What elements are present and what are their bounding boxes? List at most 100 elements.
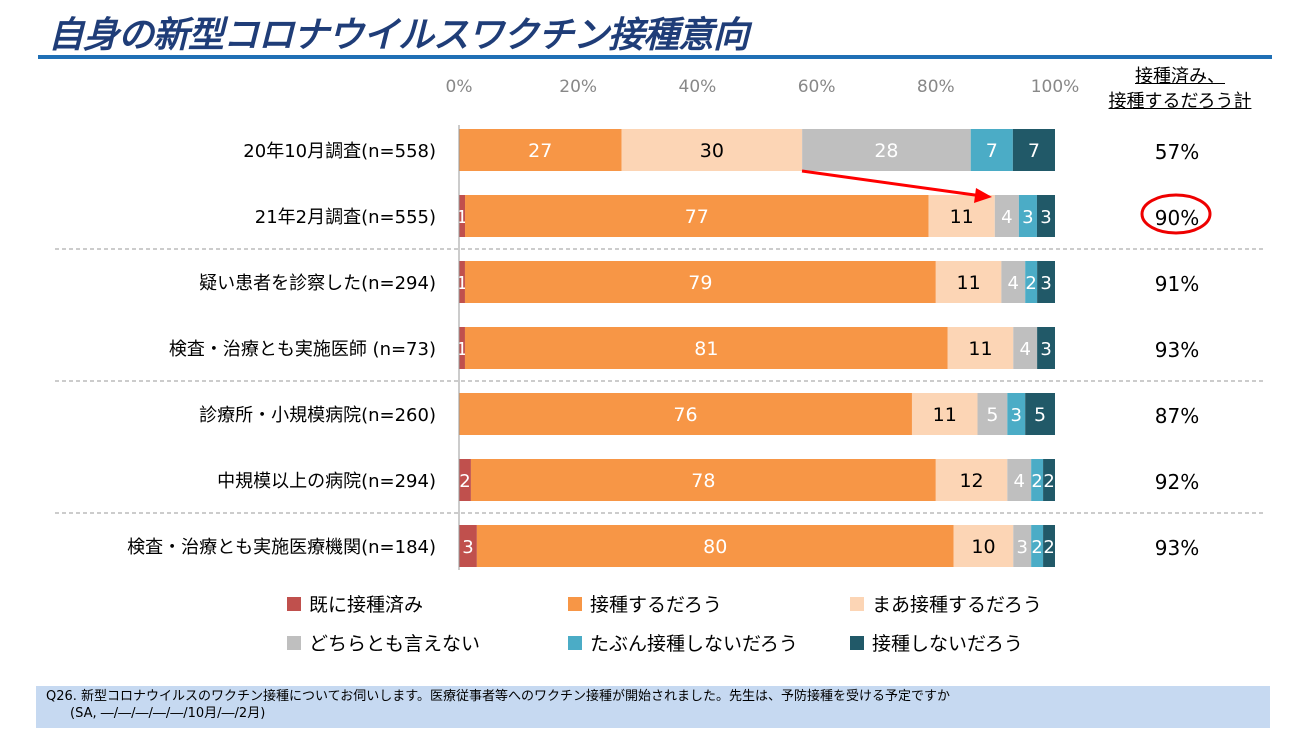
bar-segment <box>459 393 912 435</box>
total-value: 92% <box>1155 470 1199 494</box>
data-label: 2 <box>1043 537 1054 558</box>
x-tick-label: 0% <box>446 77 473 97</box>
total-value: 91% <box>1155 272 1199 296</box>
total-value: 93% <box>1155 338 1199 362</box>
bar-segment <box>1037 261 1055 303</box>
legend-swatch <box>568 636 582 650</box>
bar-segment <box>1018 195 1037 237</box>
data-label: 5 <box>1034 404 1046 426</box>
category-label: 診療所・小規模病院(n=260) <box>199 405 436 426</box>
bar-segment <box>465 195 929 237</box>
data-label: 80 <box>703 536 727 558</box>
data-label: 28 <box>874 140 898 162</box>
data-label: 3 <box>1040 207 1051 228</box>
data-label: 3 <box>1011 405 1022 426</box>
bar-segment <box>1007 393 1026 435</box>
data-label: 2 <box>1025 273 1036 294</box>
bar-segment <box>1043 459 1055 501</box>
bar-segment <box>928 195 995 237</box>
legend-label: 接種するだろう <box>590 594 722 616</box>
total-value: 90% <box>1155 206 1199 230</box>
bar-segment <box>459 261 465 303</box>
x-tick-label: 80% <box>917 77 955 97</box>
footer-line2: (SA, ―/―/―/―/―/10月/―/2月) <box>70 706 266 721</box>
legend-label: どちらとも言えない <box>309 633 480 655</box>
total-header-line2: 接種するだろう計 <box>1108 91 1252 112</box>
data-label: 7 <box>1028 140 1040 162</box>
bar-segment <box>953 525 1014 567</box>
data-label: 3 <box>462 537 473 558</box>
title-rule <box>38 55 1272 59</box>
bar-segment <box>977 393 1008 435</box>
category-label: 21年2月調査(n=555) <box>255 207 436 228</box>
bar-segment <box>464 327 948 369</box>
bar-segment <box>621 129 803 171</box>
legend-label: 既に接種済み <box>309 594 423 616</box>
bar-segment <box>1007 459 1032 501</box>
bar-segment <box>970 129 1013 171</box>
category-label: 20年10月調査(n=558) <box>243 141 436 162</box>
total-value: 57% <box>1155 140 1199 164</box>
x-tick-label: 100% <box>1031 77 1080 97</box>
bar-segment <box>802 129 971 171</box>
data-label: 2 <box>1031 471 1042 492</box>
bar-segment <box>470 459 936 501</box>
bar-segment <box>1037 327 1055 369</box>
bar-segment <box>459 129 622 171</box>
data-label: 3 <box>1016 537 1027 558</box>
bar-segment <box>459 525 477 567</box>
legend-label: 接種しないだろう <box>872 633 1023 655</box>
data-label: 27 <box>528 140 552 162</box>
total-header-line1: 接種済み、 <box>1135 66 1225 87</box>
bar-segment <box>935 261 1002 303</box>
highlight-circle <box>1140 193 1212 235</box>
total-value: 93% <box>1155 536 1199 560</box>
data-label: 79 <box>688 272 712 294</box>
bar-segment <box>947 327 1014 369</box>
x-tick-label: 40% <box>679 77 717 97</box>
data-label: 2 <box>1031 537 1042 558</box>
data-label: 3 <box>1040 339 1051 360</box>
data-label: 2 <box>459 471 470 492</box>
legend-label: まあ接種するだろう <box>872 594 1042 616</box>
data-label: 1 <box>456 273 467 294</box>
legend-swatch <box>568 597 582 611</box>
bar-segment <box>476 525 954 567</box>
category-label: 中規模以上の病院(n=294) <box>217 471 436 492</box>
data-label: 4 <box>1008 273 1019 294</box>
footer-line1: Q26. 新型コロナウイルスのワクチン接種についてお伺いします。医療従事者等への… <box>46 689 950 704</box>
page-title: 自身の新型コロナウイルスワクチン接種意向 <box>48 15 749 56</box>
data-label: 5 <box>986 404 998 426</box>
legend-swatch <box>287 636 301 650</box>
data-label: 1 <box>456 339 467 360</box>
question-footer: Q26. 新型コロナウイルスのワクチン接種についてお伺いします。医療従事者等への… <box>36 686 1270 728</box>
data-label: 30 <box>700 140 724 162</box>
data-label: 11 <box>933 404 957 426</box>
legend-swatch <box>850 636 864 650</box>
trend-arrow <box>801 169 983 198</box>
data-label: 11 <box>950 206 974 228</box>
data-label: 77 <box>685 206 709 228</box>
bar-segment <box>1012 129 1055 171</box>
data-label: 7 <box>986 140 998 162</box>
total-header: 接種済み、接種するだろう計 <box>1080 64 1280 114</box>
arrow-head-icon <box>974 188 992 203</box>
bar-segment <box>1031 525 1044 567</box>
bar-segment <box>935 459 1008 501</box>
data-label: 4 <box>1001 207 1012 228</box>
category-label: 検査・治療とも実施医療機関(n=184) <box>127 537 436 558</box>
bar-segment <box>459 459 471 501</box>
data-label: 11 <box>968 338 992 360</box>
bar-segment <box>1043 525 1055 567</box>
bar-segment <box>1013 525 1032 567</box>
total-value: 87% <box>1155 404 1199 428</box>
legend-swatch <box>287 597 301 611</box>
category-label: 疑い患者を診察した(n=294) <box>199 273 436 294</box>
data-label: 1 <box>456 207 467 228</box>
data-label: 3 <box>1022 207 1033 228</box>
data-label: 81 <box>694 338 718 360</box>
legend-label: たぶん接種しないだろう <box>590 633 798 655</box>
bar-segment <box>1025 393 1055 435</box>
x-tick-label: 60% <box>798 77 836 97</box>
